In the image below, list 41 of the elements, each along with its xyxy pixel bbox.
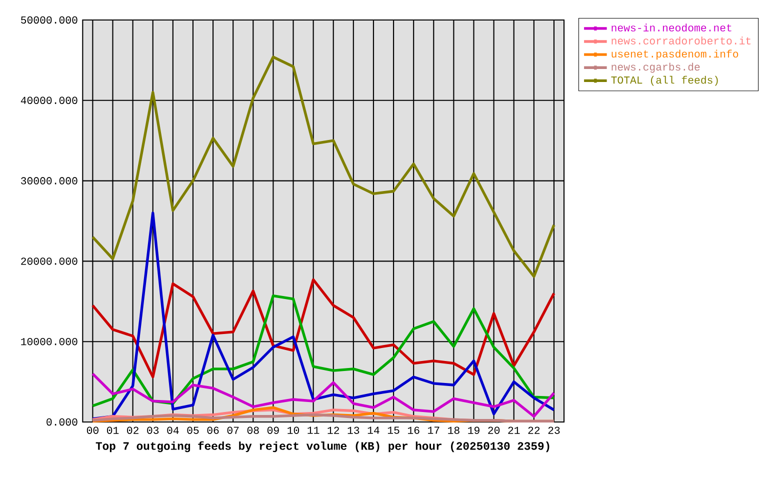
y-tick-label: 40000.000 <box>20 96 78 104</box>
legend-label: news.cgarbs.de <box>612 62 700 73</box>
x-tick-label: 21 <box>508 426 520 434</box>
legend-label: news.corradoroberto.it <box>612 36 750 45</box>
x-tick-label: 13 <box>348 426 360 434</box>
legend-label: usenet.pasdenom.info <box>612 50 738 60</box>
y-tick-label: 20000.000 <box>21 258 78 265</box>
line-series <box>91 56 556 278</box>
x-tick-label: 07 <box>227 426 239 434</box>
y-tick-label: 30000.000 <box>21 177 78 184</box>
x-tick-label: 08 <box>247 426 259 434</box>
x-tick-label: 05 <box>187 426 199 434</box>
x-tick-label: 18 <box>448 426 460 434</box>
x-tick-label: 03 <box>147 426 159 434</box>
x-tick-label: 19 <box>468 426 480 434</box>
x-tick-label: 16 <box>408 426 420 434</box>
legend-label: news-in.neodome.net <box>612 24 732 32</box>
x-tick-label: 11 <box>308 426 320 434</box>
line-series <box>91 294 556 408</box>
x-tick-label: 20 <box>488 426 500 434</box>
x-tick-label: 00 <box>86 426 98 434</box>
x-tick-label: 14 <box>368 426 380 434</box>
y-tick-label: 50000.000 <box>21 16 78 24</box>
x-tick-label: 17 <box>428 426 440 434</box>
x-tick-label: 10 <box>288 426 300 434</box>
x-tick-label: 01 <box>107 426 119 434</box>
line-series <box>91 372 556 418</box>
y-tick-label: 0.000 <box>46 418 78 426</box>
line-series <box>91 212 556 420</box>
x-tick-label: 23 <box>548 426 560 434</box>
y-tick-label: 10000.000 <box>21 338 78 346</box>
legend-label: TOTAL (all feeds) <box>611 76 718 86</box>
x-tick-label: 22 <box>528 426 540 434</box>
x-tick-label: 09 <box>267 426 279 434</box>
x-tick-label: 06 <box>207 426 219 434</box>
x-tick-label: 12 <box>328 426 340 434</box>
x-tick-label: 02 <box>127 426 138 434</box>
x-tick-label: 15 <box>388 426 400 434</box>
x-tick-label: 04 <box>167 426 179 434</box>
line-series <box>91 278 556 378</box>
text: Top 7 outgoing feeds by reject volume (KB) per hour (20250130 2359) <box>96 441 550 452</box>
